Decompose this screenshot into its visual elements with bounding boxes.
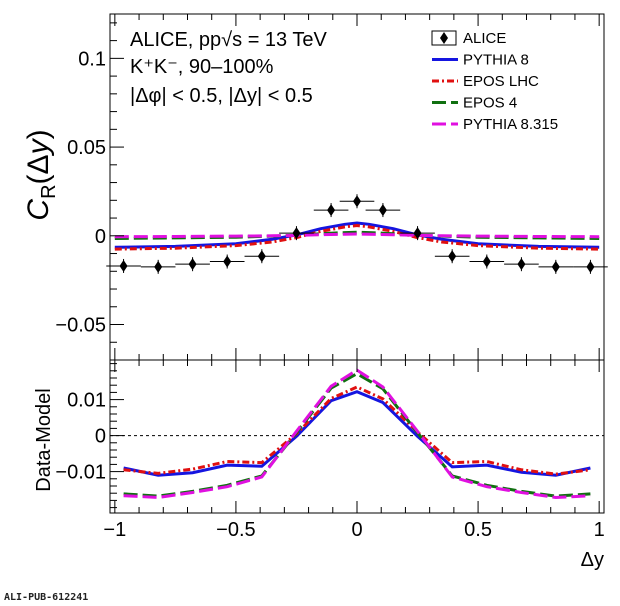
y-title-arg: (Δ: [22, 154, 55, 184]
top-y-tick-label: −0.05: [55, 315, 106, 337]
ratio-y-axis-title: Data-Model: [33, 388, 55, 491]
alice-data-point: [482, 255, 491, 268]
alice-data-point: [586, 260, 595, 273]
alice-data-point: [551, 260, 560, 273]
alice-data-point: [327, 204, 336, 217]
ratio-x-tick-label: −0.5: [216, 519, 255, 541]
annotation-line-2: K⁺K⁻, 90–100%: [130, 56, 274, 78]
alice-data-point: [353, 195, 361, 208]
legend-entry-label: EPOS LHC: [463, 73, 539, 90]
x-axis-title: Δy: [581, 549, 604, 571]
ratio-y-tick-label: −0.01: [55, 462, 106, 484]
legend-entry-label: PYTHIA 8.315: [463, 116, 558, 133]
top-series-epos-lhc: [114, 223, 600, 251]
alice-data-point: [378, 204, 387, 217]
ratio-panel: −0.01 0 0.01 −1 −0.5 0 0.5 1: [55, 359, 605, 541]
ratio-x-tick-label: 1: [594, 519, 605, 541]
y-title-c: C: [22, 199, 55, 221]
legend-marker-alice: [440, 32, 448, 44]
legend-entry-label: PYTHIA 8: [463, 52, 529, 69]
ratio-y-tick-label: 0.01: [67, 390, 106, 412]
y-title-close: ): [22, 129, 55, 139]
ratio-series-pythia-8-315: [123, 368, 591, 500]
ratio-series-epos-lhc: [123, 385, 591, 476]
ratio-x-tick-label: −1: [103, 519, 126, 541]
top-y-axis-title: CR(Δy): [22, 129, 60, 220]
alice-data-point: [119, 259, 128, 272]
annotation-line-3: |Δφ| < 0.5, |Δy| < 0.5: [130, 85, 313, 107]
ratio-series-pythia-8: [123, 390, 591, 477]
y-title-y: y: [22, 137, 55, 156]
legend: ALICE PYTHIA 8 EPOS LHC EPOS 4 PYTHIA 8.315: [431, 30, 558, 133]
ratio-x-tick-label: 0: [351, 519, 362, 541]
alice-data-point: [257, 250, 266, 263]
alice-data-point: [292, 227, 301, 240]
top-series-pythia-8: [114, 221, 600, 249]
legend-entry-label: EPOS 4: [463, 95, 517, 112]
top-y-tick-label: 0: [95, 226, 106, 248]
footer-id: ALI-PUB-612241: [4, 592, 88, 603]
top-panel: −0.05 0 0.05 0.1: [55, 13, 608, 361]
legend-marker-box: [431, 30, 457, 46]
legend-entry-label: ALICE: [463, 30, 506, 47]
alice-data-point: [448, 250, 457, 263]
annotation-line-1: ALICE, pp√s = 13 TeV: [130, 29, 327, 51]
top-y-tick-label: 0.1: [78, 48, 106, 70]
top-series-pythia-8-315: [114, 232, 600, 239]
alice-data-point: [517, 258, 526, 271]
ratio-x-tick-label: 0.5: [464, 519, 492, 541]
alice-data-point: [223, 255, 232, 268]
alice-data-point: [154, 260, 163, 273]
ratio-y-tick-label: 0: [95, 426, 106, 448]
ratio-frame: [109, 359, 605, 514]
y-title-sub: R: [38, 184, 60, 198]
alice-data-point: [413, 227, 422, 240]
top-y-tick-label: 0.05: [67, 137, 106, 159]
alice-data-point: [188, 258, 197, 271]
